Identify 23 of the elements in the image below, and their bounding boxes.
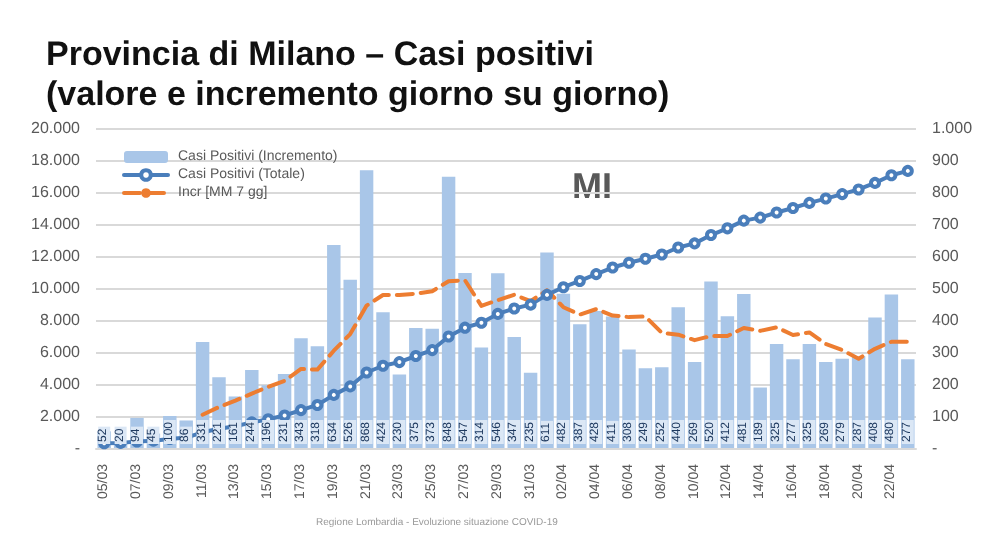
y-tick-label: 20.000: [31, 119, 82, 137]
y2-tick-label: 600: [932, 247, 960, 265]
y2-tick-label: 400: [932, 311, 960, 329]
y2-tick-label: 200: [932, 375, 960, 393]
y2-tick-label: 100: [932, 407, 960, 425]
y-tick-label: 6.000: [39, 343, 82, 361]
y2-tick-label: 800: [932, 183, 960, 201]
y-tick-label: 8.000: [39, 311, 82, 329]
y2-tick-label: 900: [932, 151, 960, 169]
y2-tick-label: 700: [932, 215, 960, 233]
y2-tick-label: -: [932, 439, 938, 457]
chart-title: Provincia di Milano – Casi positivi (valore e incremento giorno su giorno): [46, 35, 670, 113]
y2-tick-label: 1.000: [932, 119, 974, 137]
y-tick-label: 12.000: [31, 247, 82, 265]
y-tick-label: 14.000: [31, 215, 82, 233]
y-tick-label: 16.000: [31, 183, 82, 201]
y2-tick-label: 300: [932, 343, 960, 361]
y-tick-label: 4.000: [39, 375, 82, 393]
y2-tick-label: 500: [932, 279, 960, 297]
y-tick-label: 10.000: [31, 279, 82, 297]
y-tick-label: -: [74, 439, 81, 457]
y-tick-label: 2.000: [39, 407, 82, 425]
y-tick-label: 18.000: [31, 151, 82, 169]
